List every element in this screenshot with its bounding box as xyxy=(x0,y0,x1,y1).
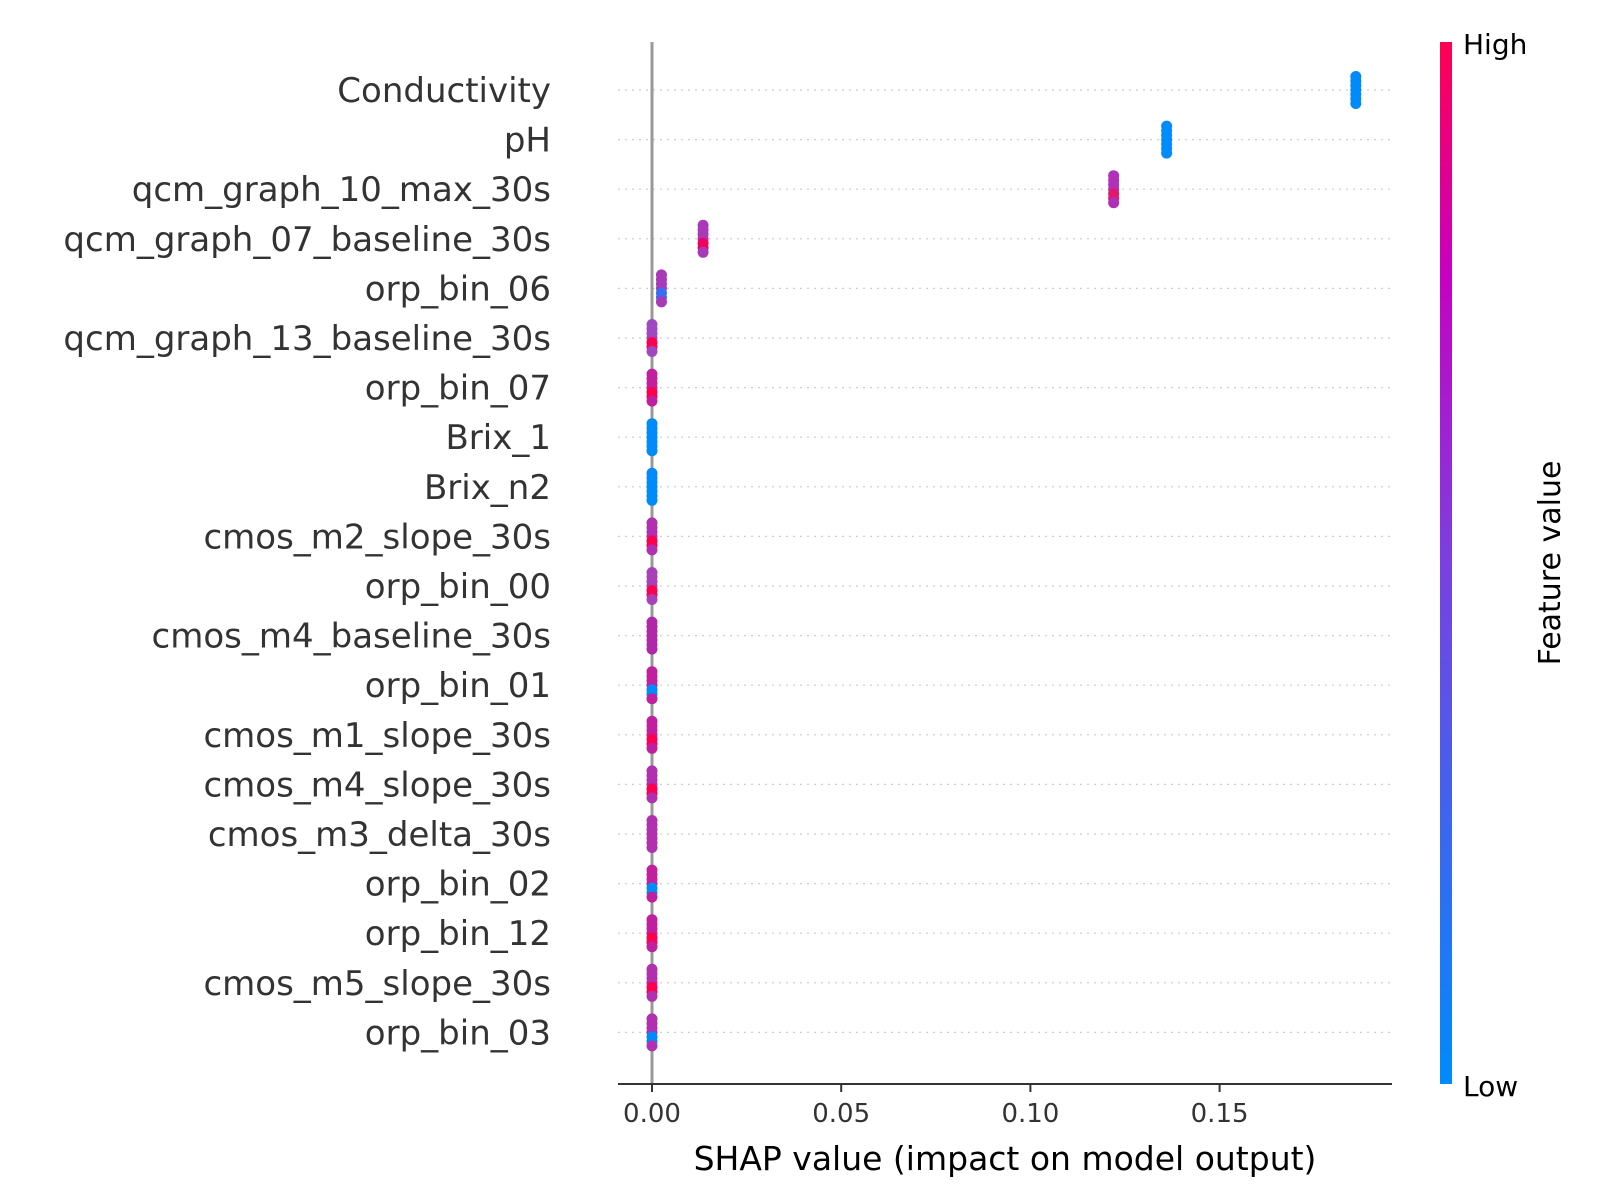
x-tick-label: 0.15 xyxy=(1191,1099,1249,1129)
data-point xyxy=(646,346,658,357)
point-cluster xyxy=(646,666,658,705)
point-cluster xyxy=(646,616,658,655)
colorbar-low-label: Low xyxy=(1463,1070,1518,1103)
feature-label: qcm_graph_07_baseline_30s xyxy=(63,220,551,260)
data-point xyxy=(646,842,658,853)
data-point xyxy=(655,296,667,308)
feature-label: orp_bin_07 xyxy=(365,369,551,409)
x-tick-label: 0.05 xyxy=(812,1099,870,1129)
data-point xyxy=(646,594,658,605)
point-cluster xyxy=(646,864,658,903)
point-cluster xyxy=(646,418,658,457)
data-point xyxy=(646,742,658,754)
colorbar-high-label: High xyxy=(1463,28,1527,61)
feature-label: Conductivity xyxy=(337,71,551,111)
data-points xyxy=(646,71,1362,1052)
feature-label: Brix_n2 xyxy=(424,468,551,508)
point-cluster xyxy=(646,567,658,605)
feature-label: qcm_graph_13_baseline_30s xyxy=(63,319,551,359)
feature-label: orp_bin_02 xyxy=(365,865,551,905)
feature-label: cmos_m4_slope_30s xyxy=(203,765,551,805)
point-cluster xyxy=(646,963,658,1002)
point-cluster xyxy=(697,219,709,258)
point-cluster xyxy=(646,1013,658,1052)
data-point xyxy=(646,990,658,1002)
data-point xyxy=(646,544,658,556)
data-point xyxy=(646,445,658,457)
feature-label: cmos_m2_slope_30s xyxy=(203,517,551,557)
feature-label: Brix_1 xyxy=(445,418,551,458)
feature-label: orp_bin_03 xyxy=(365,1013,551,1053)
data-point xyxy=(646,792,658,804)
data-point xyxy=(697,246,709,258)
point-cluster xyxy=(646,517,658,556)
feature-label: orp_bin_01 xyxy=(365,666,551,706)
feature-label: cmos_m3_delta_30s xyxy=(208,815,551,855)
data-point xyxy=(1350,98,1362,109)
point-cluster xyxy=(646,914,658,953)
data-point xyxy=(646,494,658,506)
point-cluster xyxy=(655,269,667,308)
data-point xyxy=(646,1040,658,1052)
point-cluster xyxy=(646,319,658,357)
feature-label: cmos_m1_slope_30s xyxy=(203,716,551,756)
feature-label: orp_bin_12 xyxy=(365,914,551,954)
data-point xyxy=(646,891,658,903)
feature-label: qcm_graph_10_max_30s xyxy=(132,170,551,210)
point-cluster xyxy=(1108,170,1120,209)
feature-label: cmos_m4_baseline_30s xyxy=(152,617,551,657)
x-axis-title: SHAP value (impact on model output) xyxy=(694,1139,1317,1178)
point-cluster xyxy=(646,815,658,853)
x-tick-label: 0.00 xyxy=(623,1099,681,1129)
point-cluster xyxy=(1161,120,1173,159)
x-axis: 0.00 0.05 0.10 0.15 SHAP value (impact on m… xyxy=(618,1083,1392,1178)
point-cluster xyxy=(646,368,658,407)
x-tick-label: 0.10 xyxy=(1001,1099,1059,1129)
colorbar-title: Feature value xyxy=(1533,461,1568,666)
point-cluster xyxy=(646,765,658,804)
feature-label: orp_bin_00 xyxy=(365,567,551,607)
point-cluster xyxy=(646,715,658,754)
data-point xyxy=(646,643,658,655)
gridlines xyxy=(618,89,1392,1034)
colorbar: High Low Feature value xyxy=(1440,28,1568,1103)
feature-labels: Conductivity pH qcm_graph_10_max_30s qcm_gr… xyxy=(63,71,551,1053)
data-point xyxy=(646,941,658,953)
feature-label: pH xyxy=(504,121,551,161)
point-cluster xyxy=(646,467,658,506)
data-point xyxy=(1108,197,1120,209)
x-ticks: 0.00 0.05 0.10 0.15 xyxy=(623,1084,1249,1129)
data-point xyxy=(646,693,658,705)
data-point xyxy=(1161,147,1173,159)
data-point xyxy=(646,395,658,407)
feature-label: cmos_m5_slope_30s xyxy=(203,964,551,1004)
point-cluster xyxy=(1350,71,1362,109)
feature-label: orp_bin_06 xyxy=(365,269,551,309)
colorbar-gradient xyxy=(1440,42,1452,1084)
